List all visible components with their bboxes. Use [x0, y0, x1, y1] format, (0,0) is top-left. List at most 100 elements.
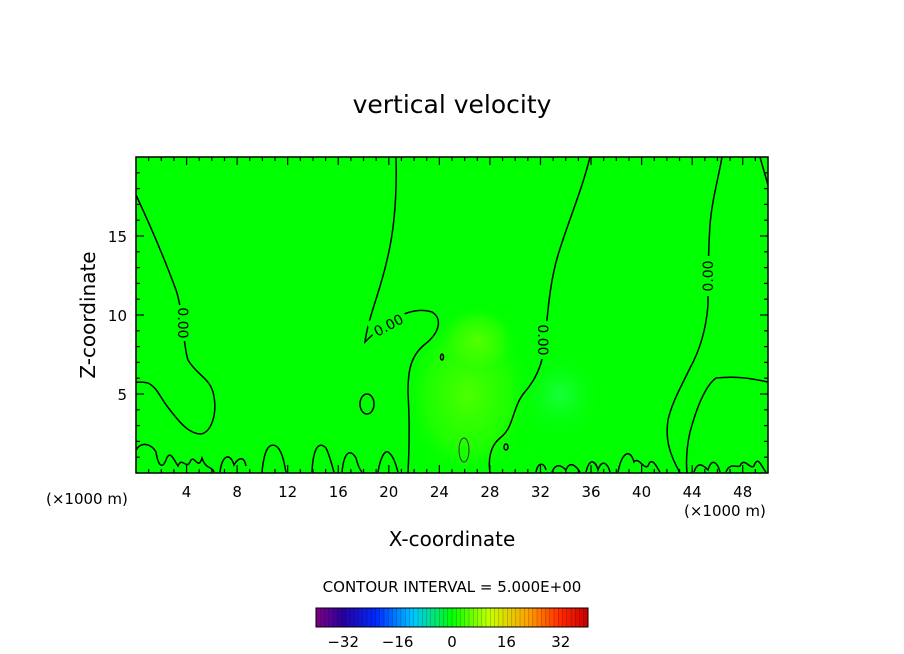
zero-contour-right [666, 157, 723, 473]
x-tick-label: 24 [430, 483, 449, 501]
colorbar-cell [333, 608, 338, 627]
colorbar-cell [490, 608, 495, 627]
colorbar-cell [456, 608, 461, 627]
field-shading [400, 304, 608, 473]
colorbar-cell [507, 608, 512, 627]
colorbar [315, 607, 589, 628]
weak-downdraft [512, 345, 608, 445]
contour-labels: 0.00 0.00 0.00 0.00 [174, 256, 717, 359]
y-tick-label: 15 [108, 228, 127, 246]
colorbar-cell [486, 608, 491, 627]
colorbar-cell [392, 608, 398, 627]
colorbar-cell [401, 608, 406, 627]
colorbar-cell [426, 608, 432, 627]
colorbar-cell [439, 608, 444, 627]
colorbar-cell [524, 608, 529, 627]
colorbar-cell [341, 608, 347, 627]
colorbar-tick-label: 16 [497, 633, 516, 651]
colorbar-cell [430, 608, 436, 627]
colorbar-cell [528, 608, 534, 627]
colorbar-cell [566, 608, 572, 627]
colorbar-cell [469, 608, 474, 627]
colorbar-cell [345, 608, 351, 627]
colorbar-cell [375, 608, 381, 627]
x-tick-label: 40 [632, 483, 651, 501]
colorbar-cell [481, 608, 487, 627]
colorbar-cell [328, 608, 334, 627]
colorbar-cell [320, 608, 325, 627]
x-axis: 4 8 12 16 20 24 28 32 36 40 44 48 [148, 157, 756, 501]
colorbar-cell [354, 608, 359, 627]
colorbar-cell [583, 608, 589, 627]
colorbar-cell [511, 608, 517, 627]
closed-contour-cell [359, 393, 375, 415]
small-updraft-cell [458, 437, 470, 463]
colorbar-cell [558, 608, 563, 627]
colorbar-cell [520, 608, 525, 627]
colorbar-cell [379, 608, 385, 627]
surface-contour-wiggles [136, 443, 767, 473]
colorbar-cell [388, 608, 393, 627]
contour-label-central: 0.00 [534, 324, 550, 355]
colorbar-cell [545, 608, 551, 627]
x-tick-label: 16 [329, 483, 348, 501]
colorbar-cell [443, 608, 449, 627]
colorbar-ticks: −32 −16 0 16 32 [327, 633, 570, 651]
x-tick-label: 32 [531, 483, 550, 501]
x-tick-label: 44 [683, 483, 702, 501]
colorbar-cell [575, 608, 580, 627]
x-tick-label: 8 [232, 483, 242, 501]
y-axis: 5 10 15 [108, 172, 768, 458]
colorbar-cell [384, 608, 389, 627]
colorbar-cell [554, 608, 559, 627]
colorbar-cell [549, 608, 555, 627]
x-tick-label: 12 [278, 483, 297, 501]
contour-interval-text: CONTOUR INTERVAL = 5.000E+00 [323, 578, 582, 596]
colorbar-cell [337, 608, 342, 627]
colorbar-tick-label: 32 [551, 633, 570, 651]
colorbar-cell [477, 608, 483, 627]
colorbar-cell [413, 608, 419, 627]
colorbar-frame [315, 607, 589, 628]
chart-title: vertical velocity [353, 90, 552, 119]
colorbar-cell [422, 608, 427, 627]
contour-label-right: 0.00 [701, 260, 717, 291]
x-tick-label: 4 [182, 483, 192, 501]
zero-contour-left [136, 194, 216, 435]
colorbar-cell [324, 608, 330, 627]
y-tick-label: 5 [117, 386, 127, 404]
colorbar-tick-label: −16 [382, 633, 414, 651]
colorbar-tick-label: 0 [447, 633, 457, 651]
colorbar-cell [541, 608, 546, 627]
colorbar-cell [358, 608, 364, 627]
colorbar-cell [409, 608, 415, 627]
colorbar-cell [362, 608, 368, 627]
colorbar-cell [579, 608, 585, 627]
colorbar-cell [532, 608, 538, 627]
colorbar-cell [562, 608, 568, 627]
colorbar-cell [435, 608, 440, 627]
colorbar-cell [405, 608, 410, 627]
x-tick-label: 36 [581, 483, 600, 501]
x-tick-label: 48 [733, 483, 752, 501]
colorbar-tick-label: −32 [327, 633, 359, 651]
colorbar-cell [396, 608, 402, 627]
colorbar-cell [367, 608, 372, 627]
zero-contour-right-lower [685, 376, 768, 473]
colorbar-cell [537, 608, 542, 627]
colorbar-cell [418, 608, 423, 627]
colorbar-cell [494, 608, 500, 627]
colorbar-cell [460, 608, 466, 627]
colorbar-cell [447, 608, 453, 627]
y-tick-label: 10 [108, 307, 127, 325]
colorbar-cell [316, 608, 321, 627]
y-axis-title: Z-coordinate [76, 251, 100, 378]
colorbar-cell [571, 608, 576, 627]
tiny-cell-a [439, 353, 445, 361]
updraft-upper [438, 304, 518, 376]
x-tick-label: 28 [480, 483, 499, 501]
x-axis-title: X-coordinate [389, 527, 516, 551]
colorbar-cell [503, 608, 508, 627]
tiny-cell-b [503, 443, 509, 451]
